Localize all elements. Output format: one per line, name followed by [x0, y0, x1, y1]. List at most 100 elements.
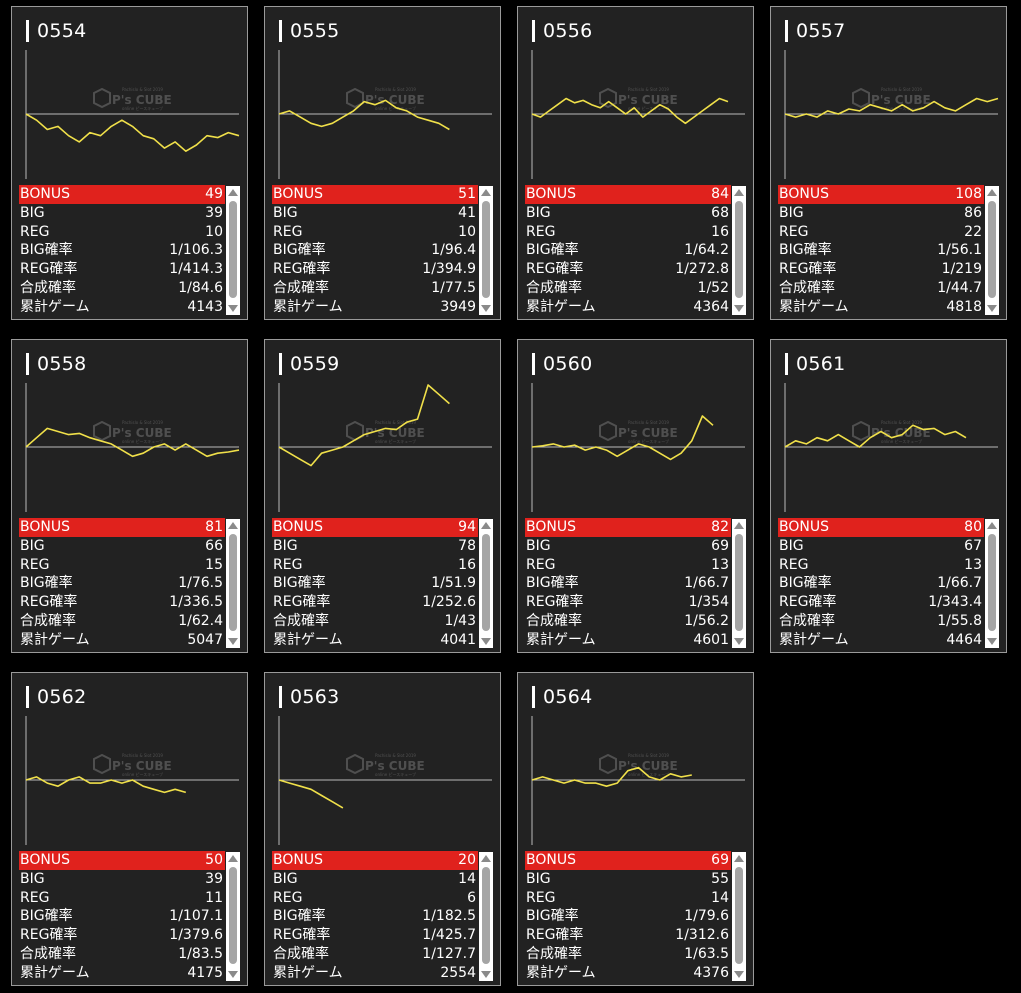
big-rate-label: BIG確率 — [20, 242, 73, 259]
watermark-brand: P's CUBE — [618, 93, 678, 107]
scroll-down-arrow-icon[interactable] — [481, 305, 491, 312]
games-value: 4376 — [693, 964, 729, 981]
scroll-thumb[interactable] — [988, 201, 996, 298]
stats-scrollbar[interactable] — [226, 852, 240, 981]
scroll-down-arrow-icon[interactable] — [734, 638, 744, 645]
scroll-thumb[interactable] — [988, 534, 996, 631]
machine-card-0554[interactable]: 0554 P's CUBE Pachislo & Slot 2019 onlin… — [11, 6, 248, 320]
stats-table: BONUS 94 BIG 78 REG 16 BIG確率 1/51.9 REG確… — [272, 518, 478, 650]
big-rate-label: BIG確率 — [20, 575, 73, 592]
scroll-down-arrow-icon[interactable] — [481, 971, 491, 978]
stats-scrollbar[interactable] — [479, 852, 493, 981]
reg-value: 11 — [205, 889, 223, 906]
scroll-up-arrow-icon[interactable] — [481, 522, 491, 529]
graph-line — [531, 415, 714, 461]
reg-label: REG — [779, 223, 809, 240]
reg-rate-row: REG確率 1/394.9 — [272, 260, 478, 279]
cube-logo-icon — [599, 753, 617, 775]
scroll-thumb[interactable] — [735, 867, 743, 964]
reg-rate-value: 1/252.6 — [422, 594, 476, 611]
machine-card-0558[interactable]: 0558 P's CUBE Pachislo & Slot 2019 onlin… — [11, 339, 248, 653]
stats-scrollbar[interactable] — [732, 519, 746, 648]
stats-scrollbar[interactable] — [226, 186, 240, 315]
scroll-up-arrow-icon[interactable] — [228, 189, 238, 196]
scroll-up-arrow-icon[interactable] — [987, 189, 997, 196]
watermark-logo: P's CUBE Pachislo & Slot 2019 online ピース… — [346, 420, 425, 444]
big-label: BIG — [20, 204, 45, 221]
machine-card-0556[interactable]: 0556 P's CUBE Pachislo & Slot 2019 onlin… — [517, 6, 754, 320]
stats-scrollbar[interactable] — [985, 519, 999, 648]
scroll-up-arrow-icon[interactable] — [481, 189, 491, 196]
games-label: 累計ゲーム — [20, 964, 90, 981]
scroll-thumb[interactable] — [482, 534, 490, 631]
watermark-brand: P's CUBE — [871, 93, 931, 107]
machine-number: 0561 — [796, 353, 846, 375]
stats-scrollbar[interactable] — [226, 519, 240, 648]
watermark-brand: P's CUBE — [112, 93, 172, 107]
reg-rate-row: REG確率 1/219 — [778, 260, 984, 279]
machine-header: 0559 — [279, 350, 340, 378]
cube-logo-icon — [346, 753, 364, 775]
watermark-small-top: Pachislo & Slot 2019 — [122, 420, 163, 425]
stats-scrollbar[interactable] — [732, 186, 746, 315]
total-rate-label: 合成確率 — [273, 612, 329, 629]
scroll-thumb[interactable] — [735, 201, 743, 298]
scroll-down-arrow-icon[interactable] — [734, 971, 744, 978]
machine-grid: 0554 P's CUBE Pachislo & Slot 2019 onlin… — [11, 6, 1011, 986]
scroll-up-arrow-icon[interactable] — [228, 522, 238, 529]
scroll-down-arrow-icon[interactable] — [228, 971, 238, 978]
reg-value: 10 — [205, 223, 223, 240]
scroll-up-arrow-icon[interactable] — [734, 855, 744, 862]
scroll-down-arrow-icon[interactable] — [228, 305, 238, 312]
scroll-up-arrow-icon[interactable] — [734, 189, 744, 196]
scroll-up-arrow-icon[interactable] — [228, 855, 238, 862]
scroll-thumb[interactable] — [482, 201, 490, 298]
machine-card-0564[interactable]: 0564 P's CUBE Pachislo & Slot 2019 onlin… — [517, 672, 754, 986]
games-value: 5047 — [187, 631, 223, 648]
scroll-thumb[interactable] — [229, 867, 237, 964]
watermark-logo: P's CUBE Pachislo & Slot 2019 online ピース… — [599, 87, 678, 111]
games-row: 累計ゲーム 4601 — [525, 631, 731, 650]
machine-number: 0555 — [290, 20, 340, 42]
watermark-logo: P's CUBE Pachislo & Slot 2019 online ピース… — [93, 753, 172, 777]
header-accent-bar — [279, 686, 282, 708]
machine-card-0560[interactable]: 0560 P's CUBE Pachislo & Slot 2019 onlin… — [517, 339, 754, 653]
total-rate-row: 合成確率 1/52 — [525, 279, 731, 298]
bonus-label: BONUS — [273, 519, 323, 535]
machine-card-0563[interactable]: 0563 P's CUBE Pachislo & Slot 2019 onlin… — [264, 672, 501, 986]
watermark-brand: P's CUBE — [365, 759, 425, 773]
watermark-small-top: Pachislo & Slot 2019 — [628, 87, 669, 92]
reg-row: REG 11 — [19, 889, 225, 908]
machine-card-0557[interactable]: 0557 P's CUBE Pachislo & Slot 2019 onlin… — [770, 6, 1007, 320]
scroll-up-arrow-icon[interactable] — [734, 522, 744, 529]
machine-card-0562[interactable]: 0562 P's CUBE Pachislo & Slot 2019 onlin… — [11, 672, 248, 986]
scroll-up-arrow-icon[interactable] — [481, 855, 491, 862]
machine-card-0559[interactable]: 0559 P's CUBE Pachislo & Slot 2019 onlin… — [264, 339, 501, 653]
scroll-thumb[interactable] — [229, 201, 237, 298]
scroll-down-arrow-icon[interactable] — [481, 638, 491, 645]
scroll-down-arrow-icon[interactable] — [987, 638, 997, 645]
scroll-down-arrow-icon[interactable] — [987, 305, 997, 312]
bonus-row: BONUS 108 — [778, 185, 984, 204]
scroll-down-arrow-icon[interactable] — [228, 638, 238, 645]
big-row: BIG 67 — [778, 537, 984, 556]
scroll-up-arrow-icon[interactable] — [987, 522, 997, 529]
big-rate-label: BIG確率 — [526, 908, 579, 925]
stats-scrollbar[interactable] — [985, 186, 999, 315]
machine-card-0555[interactable]: 0555 P's CUBE Pachislo & Slot 2019 onlin… — [264, 6, 501, 320]
scroll-thumb[interactable] — [482, 867, 490, 964]
scroll-down-arrow-icon[interactable] — [734, 305, 744, 312]
watermark-logo: P's CUBE Pachislo & Slot 2019 online ピース… — [599, 420, 678, 444]
big-row: BIG 86 — [778, 204, 984, 223]
reg-rate-label: REG確率 — [20, 261, 78, 278]
watermark-logo: P's CUBE Pachislo & Slot 2019 online ピース… — [852, 87, 931, 111]
stats-scrollbar[interactable] — [479, 186, 493, 315]
cube-logo-icon — [599, 420, 617, 442]
stats-scrollbar[interactable] — [479, 519, 493, 648]
scroll-thumb[interactable] — [735, 534, 743, 631]
reg-rate-label: REG確率 — [20, 927, 78, 944]
stats-scrollbar[interactable] — [732, 852, 746, 981]
machine-card-0561[interactable]: 0561 P's CUBE Pachislo & Slot 2019 onlin… — [770, 339, 1007, 653]
scroll-thumb[interactable] — [229, 534, 237, 631]
reg-rate-value: 1/414.3 — [169, 261, 223, 278]
